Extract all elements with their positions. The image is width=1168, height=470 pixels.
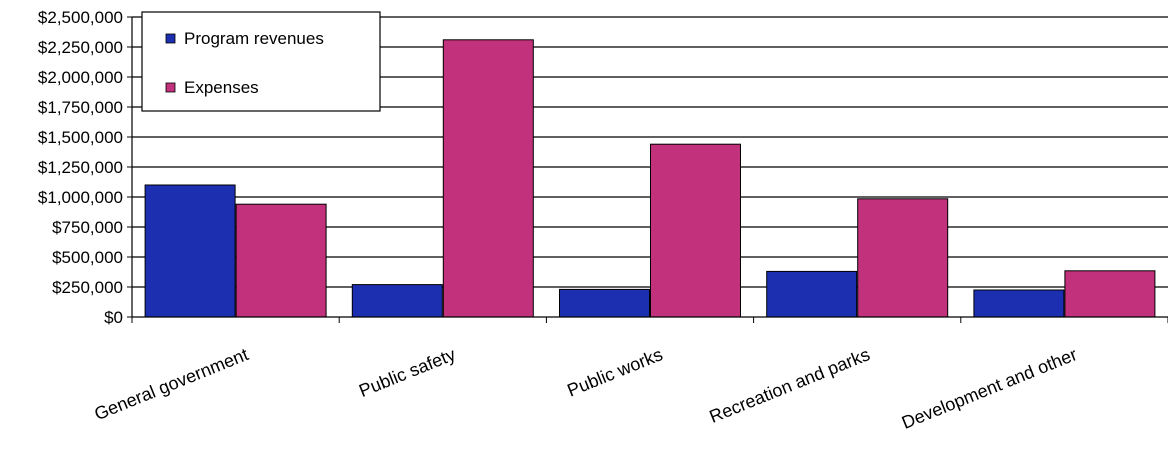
x-tick-label: Development and other bbox=[899, 344, 1080, 433]
x-tick-label: General government bbox=[91, 344, 251, 424]
bar-expenses bbox=[650, 143, 741, 318]
bar-program-revenues bbox=[766, 270, 858, 318]
y-tick-label: $500,000 bbox=[52, 248, 123, 267]
bars bbox=[144, 39, 1156, 318]
y-tick-label: $1,750,000 bbox=[38, 98, 123, 117]
y-tick-label: $1,000,000 bbox=[38, 188, 123, 207]
bar-expenses bbox=[857, 198, 949, 318]
legend-swatch-expenses bbox=[165, 82, 176, 93]
x-tick-label: Recreation and parks bbox=[707, 344, 873, 427]
y-tick-label: $1,250,000 bbox=[38, 158, 123, 177]
y-tick-label: $250,000 bbox=[52, 278, 123, 297]
bar-program-revenues bbox=[559, 288, 650, 318]
bar-expenses bbox=[1064, 270, 1156, 318]
axes bbox=[131, 17, 1168, 323]
legend-label-program-revenues: Program revenues bbox=[184, 29, 324, 48]
legend-box bbox=[141, 11, 381, 112]
legend-label-expenses: Expenses bbox=[184, 78, 259, 97]
bar-expenses bbox=[442, 39, 534, 318]
legend: Program revenues Expenses bbox=[141, 11, 381, 112]
bar-expenses bbox=[235, 203, 327, 318]
y-tick-label: $750,000 bbox=[52, 218, 123, 237]
bar-program-revenues bbox=[973, 289, 1065, 318]
y-tick-label: $2,500,000 bbox=[38, 8, 123, 27]
y-tick-label: $0 bbox=[104, 308, 123, 327]
legend-swatch-program-revenues bbox=[165, 33, 176, 44]
bar-program-revenues bbox=[144, 184, 236, 318]
y-tick-label: $2,250,000 bbox=[38, 38, 123, 57]
bar-program-revenues bbox=[351, 284, 443, 318]
y-tick-labels: $0 $250,000 $500,000 $750,000 $1,000,000 $1,2… bbox=[38, 8, 123, 327]
x-tick-label: Public works bbox=[564, 344, 665, 400]
y-tick-label: $1,500,000 bbox=[38, 128, 123, 147]
y-tick-label: $2,000,000 bbox=[38, 68, 123, 87]
x-tick-label: Public safety bbox=[356, 344, 458, 401]
x-tick-labels: General government Public safety Public wo… bbox=[91, 344, 1079, 433]
